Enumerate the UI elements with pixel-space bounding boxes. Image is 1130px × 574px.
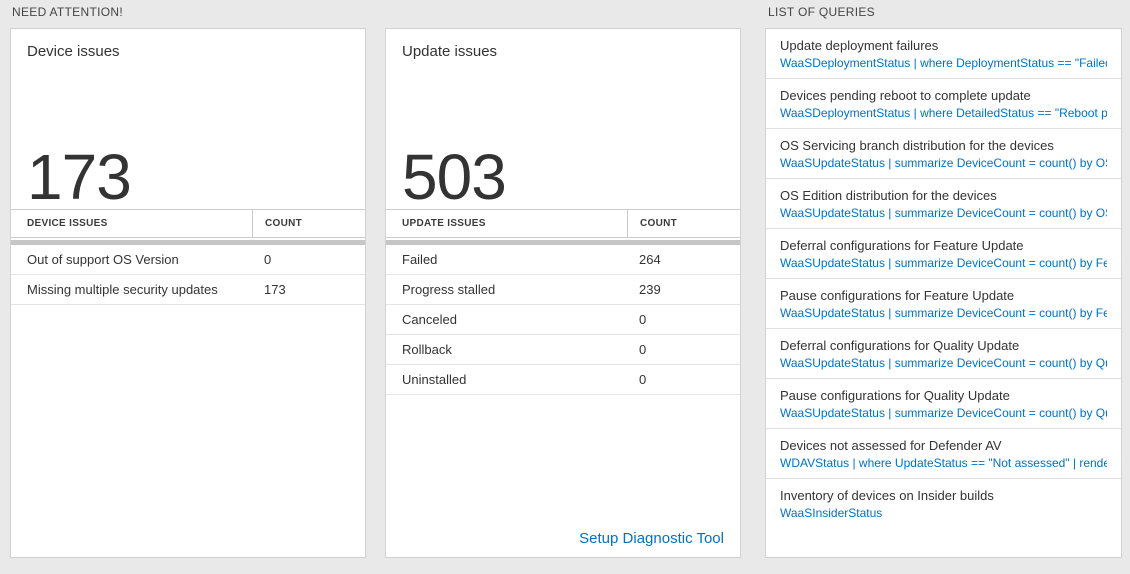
query-item[interactable]: Inventory of devices on Insider builds W… [766,479,1121,528]
update-issues-title: Update issues [402,43,498,60]
row-label: Uninstalled [402,372,467,387]
query-item[interactable]: Update deployment failures WaaSDeploymen… [766,29,1121,79]
device-issues-title: Device issues [27,43,120,60]
table-row[interactable]: Rollback 0 [386,335,740,365]
device-issues-table-header: DEVICE ISSUES COUNT [11,209,365,238]
query-item[interactable]: OS Edition distribution for the devices … [766,179,1121,229]
row-label: Failed [402,252,438,267]
row-label: Progress stalled [402,282,496,297]
row-count: 239 [639,282,661,297]
table-divider-bar [386,240,740,245]
row-label: Missing multiple security updates [27,282,218,297]
query-link[interactable]: WaaSUpdateStatus | summarize DeviceCount… [780,406,1107,420]
row-count: 0 [639,342,647,357]
column-header-device-issues: DEVICE ISSUES [27,218,108,229]
query-title: Deferral configurations for Feature Upda… [780,238,1024,253]
list-of-queries-panel: Update deployment failures WaaSDeploymen… [765,28,1122,558]
query-title: Deferral configurations for Quality Upda… [780,338,1020,353]
column-header-update-issues: UPDATE ISSUES [402,218,486,229]
table-row[interactable]: Canceled 0 [386,305,740,335]
row-count: 0 [639,312,647,327]
table-divider-bar [11,240,365,245]
row-label: Out of support OS Version [27,252,179,267]
query-item[interactable]: Devices not assessed for Defender AV WDA… [766,429,1121,479]
device-issues-big-count: 173 [27,141,132,214]
query-item[interactable]: Pause configurations for Quality Update … [766,379,1121,429]
row-count: 173 [264,282,286,297]
need-attention-section-header: NEED ATTENTION! [12,5,123,19]
table-row[interactable]: Uninstalled 0 [386,365,740,395]
row-count: 0 [639,372,647,387]
update-issues-stat[interactable]: Update issues 503 [386,29,740,209]
query-title: Update deployment failures [780,38,939,53]
column-header-count: COUNT [627,210,740,237]
query-item[interactable]: Deferral configurations for Feature Upda… [766,229,1121,279]
query-title: OS Edition distribution for the devices [780,188,997,203]
query-item[interactable]: Deferral configurations for Quality Upda… [766,329,1121,379]
query-link[interactable]: WaaSUpdateStatus | summarize DeviceCount… [780,306,1107,320]
query-title: Devices not assessed for Defender AV [780,438,1002,453]
list-of-queries-section-header: LIST OF QUERIES [768,5,875,19]
query-link[interactable]: WaaSInsiderStatus [780,506,883,520]
query-item[interactable]: OS Servicing branch distribution for the… [766,129,1121,179]
table-row[interactable]: Missing multiple security updates 173 [11,275,365,305]
query-item[interactable]: Pause configurations for Feature Update … [766,279,1121,329]
update-issues-tile: Update issues 503 UPDATE ISSUES COUNT Fa… [385,28,741,558]
row-count: 0 [264,252,272,267]
query-title: Inventory of devices on Insider builds [780,488,994,503]
query-title: Pause configurations for Quality Update [780,388,1010,403]
table-row[interactable]: Progress stalled 239 [386,275,740,305]
row-label: Rollback [402,342,452,357]
table-row[interactable]: Out of support OS Version 0 [11,245,365,275]
update-issues-table-header: UPDATE ISSUES COUNT [386,209,740,238]
query-title: Devices pending reboot to complete updat… [780,88,1031,103]
query-title: OS Servicing branch distribution for the… [780,138,1054,153]
query-link[interactable]: WaaSUpdateStatus | summarize DeviceCount… [780,156,1107,170]
query-link[interactable]: WaaSUpdateStatus | summarize DeviceCount… [780,356,1107,370]
row-count: 264 [639,252,661,267]
query-link[interactable]: WDAVStatus | where UpdateStatus == "Not … [780,456,1107,470]
column-header-count: COUNT [252,210,365,237]
table-row[interactable]: Failed 264 [386,245,740,275]
update-issues-big-count: 503 [402,141,507,214]
query-link[interactable]: WaaSDeploymentStatus | where DeploymentS… [780,56,1107,70]
setup-diagnostic-tool-link[interactable]: Setup Diagnostic Tool [579,530,724,547]
query-title: Pause configurations for Feature Update [780,288,1015,303]
query-item[interactable]: Devices pending reboot to complete updat… [766,79,1121,129]
query-link[interactable]: WaaSUpdateStatus | summarize DeviceCount… [780,256,1107,270]
device-issues-tile: Device issues 173 DEVICE ISSUES COUNT Ou… [10,28,366,558]
query-link[interactable]: WaaSDeploymentStatus | where DetailedSta… [780,106,1107,120]
query-link[interactable]: WaaSUpdateStatus | summarize DeviceCount… [780,206,1107,220]
row-label: Canceled [402,312,457,327]
device-issues-stat[interactable]: Device issues 173 [11,29,365,209]
